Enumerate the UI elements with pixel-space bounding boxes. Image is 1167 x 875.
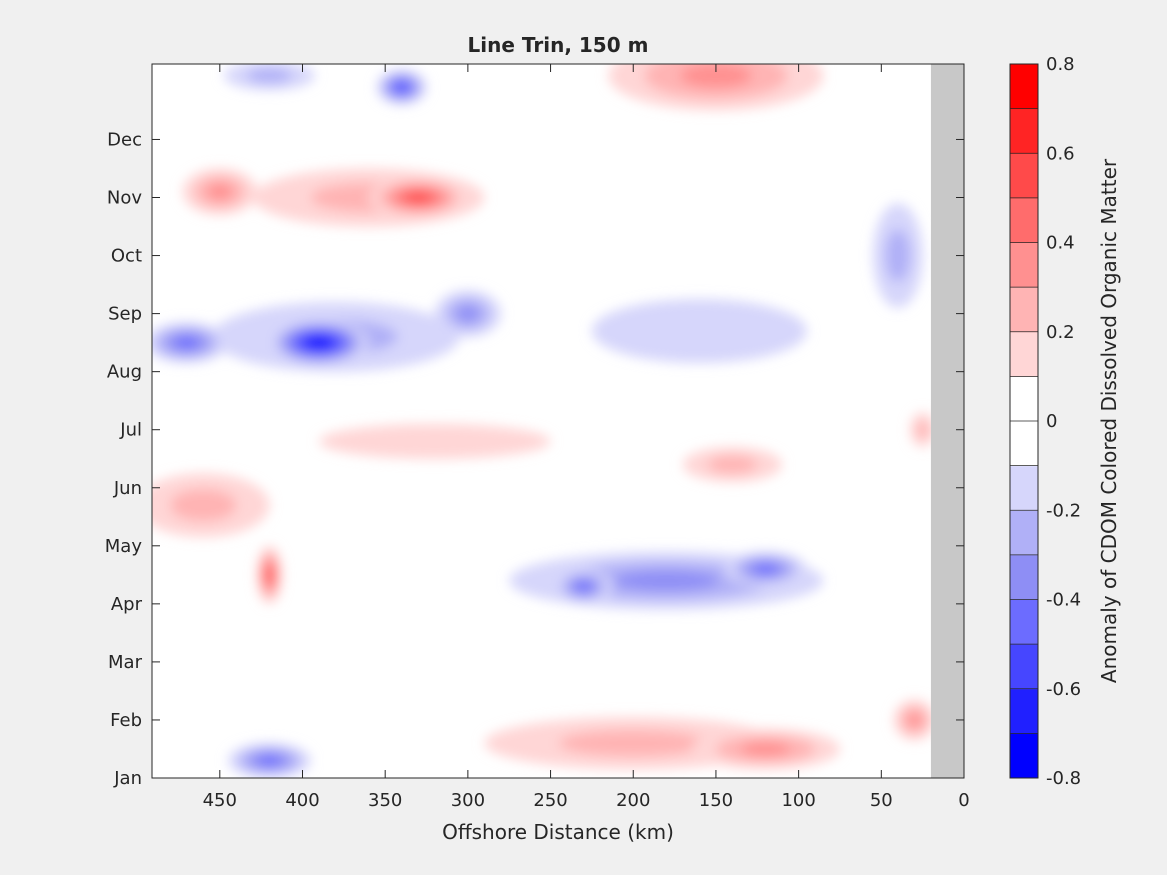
y-tick-label: Feb: [110, 710, 142, 731]
anomaly-contour-8-2: [170, 489, 237, 522]
anomaly-contour-1-1: [319, 423, 551, 459]
anomaly-contour-2-2: [707, 455, 758, 474]
x-tick-label: 250: [533, 790, 567, 811]
anomaly-contour-15-3: [740, 742, 791, 756]
anomaly-contour-14-3: [680, 64, 752, 88]
anomaly-contour-21-5: [408, 193, 429, 202]
colorbar-tick-label: -0.2: [1046, 500, 1081, 521]
x-tick-label: 150: [699, 790, 733, 811]
plot-area: 450 400 350 300 250 200 150 100 50 0 Jan Feb Mar Apr…: [105, 63, 970, 811]
colorbar-segment: [1010, 733, 1038, 779]
anomaly-contour-13-3: [907, 713, 922, 727]
y-tick-label: May: [105, 536, 143, 557]
colorbar-tick-label: -0.4: [1046, 590, 1081, 611]
colorbar-segment: [1010, 197, 1038, 243]
anomaly-contour-19-4: [259, 756, 280, 765]
x-tick-label: 400: [285, 790, 319, 811]
colorbar-segment: [1010, 465, 1038, 511]
anomaly-contour-7-2: [246, 68, 293, 83]
plot-frame: [151, 63, 965, 779]
y-tick-label: Jun: [113, 478, 142, 499]
anomaly-contour-18-4: [755, 564, 776, 574]
plot-background: [152, 64, 964, 778]
anomaly-contour-16-4: [176, 337, 198, 348]
anomaly-contour-4-2: [885, 229, 911, 282]
anomaly-contour-12-3: [613, 570, 719, 591]
chart-title: Line Trin, 150 m: [468, 33, 649, 57]
x-tick-label: 200: [616, 790, 650, 811]
x-axis-ticks: 450 400 350 300 250 200 150 100 50 0: [203, 64, 970, 811]
colorbar-segment: [1010, 64, 1038, 110]
colorbar-segment: [1010, 108, 1038, 154]
colorbar-tick-label: -0.8: [1046, 768, 1081, 789]
colorbar-tick-label: 0.6: [1046, 143, 1075, 164]
anomaly-contour-10-3: [207, 183, 233, 200]
colorbar-segment: [1010, 688, 1038, 734]
colorbar-segment: [1010, 242, 1038, 288]
y-tick-label: Jan: [113, 768, 142, 789]
no-data-region: [930, 64, 964, 778]
colorbar-label: Anomaly of CDOM Colored Dissolved Organi…: [1097, 158, 1121, 683]
colorbar-tick-label: -0.6: [1046, 679, 1081, 700]
colorbar-segment: [1010, 644, 1038, 690]
x-tick-label: 450: [203, 790, 237, 811]
colorbar-segment: [1010, 421, 1038, 467]
anomaly-field: [152, 64, 936, 778]
anomaly-contour-22-5: [396, 83, 407, 91]
x-tick-label: 50: [870, 790, 893, 811]
anomaly-contour-23-7: [311, 339, 327, 346]
y-tick-label: Apr: [111, 594, 143, 615]
y-tick-label: Dec: [107, 129, 142, 150]
colorbar-tick-label: 0.8: [1046, 54, 1075, 75]
colorbar-segment: [1010, 331, 1038, 377]
x-tick-label: 0: [958, 790, 969, 811]
colorbar-segment: [1010, 599, 1038, 645]
y-axis-ticks: Jan Feb Mar Apr May Jun Jul Aug Sep Oct Nov Dec: [105, 129, 964, 789]
colorbar-segment: [1010, 153, 1038, 199]
y-tick-label: Aug: [107, 362, 142, 383]
anomaly-contour-3-2: [558, 730, 708, 757]
y-tick-label: Oct: [111, 246, 142, 267]
colorbar-tick-label: 0.4: [1046, 233, 1075, 254]
y-tick-label: Nov: [107, 188, 142, 209]
colorbar-tick-label: 0: [1046, 411, 1057, 432]
y-tick-label: Mar: [108, 652, 143, 673]
y-tick-label: Sep: [108, 304, 142, 325]
x-axis-label: Offshore Distance (km): [442, 820, 674, 844]
anomaly-contour-17-4: [576, 582, 591, 591]
anomaly-contour-9-2: [916, 421, 929, 439]
colorbar-tick-label: 0.2: [1046, 322, 1075, 343]
anomaly-contour-11-3: [456, 305, 479, 322]
anomaly-contour-0-1: [591, 299, 807, 363]
x-tick-label: 350: [368, 790, 402, 811]
colorbar-segment: [1010, 510, 1038, 556]
colorbar-segment: [1010, 287, 1038, 333]
x-tick-label: 100: [781, 790, 815, 811]
colorbar: 0.8 0.6 0.4 0.2 0 -0.2 -0.4 -0.6 -0.8: [1009, 54, 1081, 789]
x-tick-label: 300: [451, 790, 485, 811]
colorbar-segment: [1010, 376, 1038, 422]
anomaly-contour-20-5: [266, 569, 272, 581]
y-tick-label: Jul: [119, 420, 142, 441]
colorbar-segment: [1010, 554, 1038, 600]
